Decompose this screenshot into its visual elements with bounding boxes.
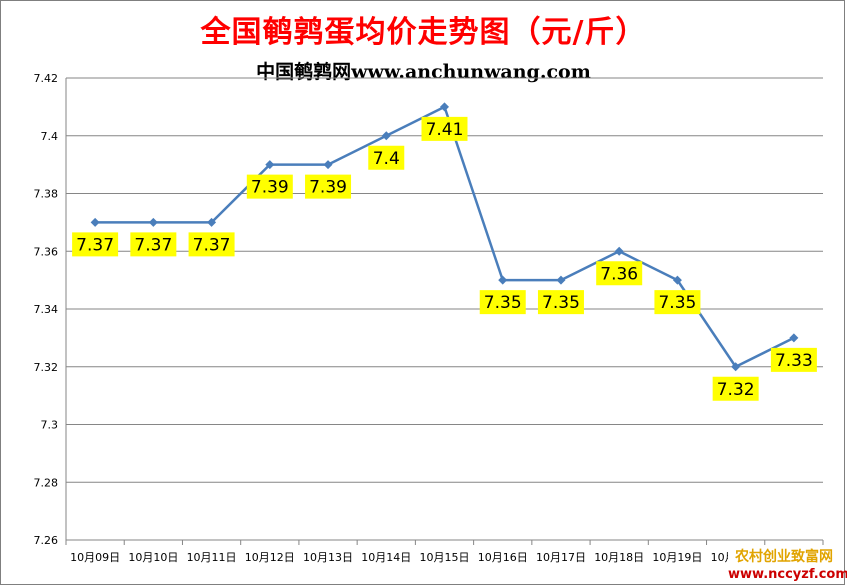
data-point bbox=[148, 217, 158, 227]
data-label-bg bbox=[305, 174, 352, 199]
y-tick-label: 7.3 bbox=[41, 419, 59, 432]
data-point bbox=[90, 217, 100, 227]
data-label: 7.41 bbox=[426, 120, 464, 140]
data-label: 7.32 bbox=[717, 380, 755, 400]
data-label-bg bbox=[368, 145, 405, 170]
data-point bbox=[323, 160, 333, 170]
y-tick-label: 7.38 bbox=[34, 188, 59, 201]
x-tick-label: 10月18日 bbox=[594, 551, 644, 564]
data-label: 7.35 bbox=[484, 293, 522, 313]
x-tick-label: 10月10日 bbox=[128, 551, 178, 564]
x-tick-label: 10月11日 bbox=[187, 551, 237, 564]
data-point bbox=[556, 275, 566, 285]
data-label-bg bbox=[130, 232, 177, 257]
data-point bbox=[265, 160, 275, 170]
x-tick-label: 10月14日 bbox=[361, 551, 411, 564]
data-label: 7.37 bbox=[76, 235, 114, 255]
data-label: 7.37 bbox=[193, 235, 231, 255]
y-tick-label: 7.34 bbox=[34, 303, 59, 316]
data-point bbox=[207, 217, 217, 227]
data-label: 7.39 bbox=[251, 178, 289, 198]
data-point bbox=[731, 362, 741, 372]
data-label-bg bbox=[188, 232, 235, 257]
data-label: 7.39 bbox=[309, 178, 347, 198]
y-tick-label: 7.28 bbox=[34, 476, 59, 489]
watermark-line2: www.nccyzf.com bbox=[728, 567, 847, 582]
data-label-bg bbox=[479, 290, 526, 315]
data-label: 7.36 bbox=[600, 264, 638, 284]
x-tick-label: 10月16日 bbox=[478, 551, 528, 564]
data-point bbox=[381, 131, 391, 141]
data-label-bg bbox=[421, 116, 468, 141]
data-point bbox=[614, 246, 624, 256]
data-label: 7.33 bbox=[775, 351, 813, 371]
data-point bbox=[440, 102, 449, 112]
y-tick-label: 7.32 bbox=[34, 361, 59, 374]
data-label: 7.37 bbox=[134, 235, 172, 255]
data-point bbox=[672, 275, 682, 285]
data-label-bg bbox=[654, 290, 701, 315]
data-point bbox=[498, 275, 508, 285]
x-tick-label: 10月19日 bbox=[652, 551, 702, 564]
y-tick-label: 7.26 bbox=[34, 534, 59, 547]
chart-title: 全国鹌鹑蛋均价走势图（元/斤） bbox=[200, 15, 647, 50]
data-label-bg bbox=[712, 376, 759, 401]
y-tick-label: 7.36 bbox=[34, 245, 59, 258]
data-label-bg bbox=[246, 174, 293, 199]
watermark-logo: 农村创业致富网 www.nccyzf.com bbox=[728, 549, 847, 583]
data-point bbox=[789, 333, 799, 343]
x-tick-label: 10月12日 bbox=[245, 551, 295, 564]
data-label: 7.4 bbox=[373, 149, 400, 169]
x-tick-label: 10月17日 bbox=[536, 551, 586, 564]
x-tick-label: 10月09日 bbox=[70, 551, 120, 564]
data-label-bg bbox=[72, 232, 119, 257]
data-label-bg bbox=[596, 261, 643, 286]
y-tick-label: 7.4 bbox=[41, 130, 59, 143]
data-label: 7.35 bbox=[542, 293, 580, 313]
watermark-line1: 农村创业致富网 bbox=[735, 549, 833, 565]
data-label: 7.35 bbox=[658, 293, 696, 313]
data-label-bg bbox=[770, 347, 817, 372]
y-tick-label: 7.42 bbox=[34, 72, 59, 85]
data-label-bg bbox=[537, 290, 584, 315]
x-tick-label: 10月15日 bbox=[420, 551, 470, 564]
x-tick-label: 10月13日 bbox=[303, 551, 353, 564]
